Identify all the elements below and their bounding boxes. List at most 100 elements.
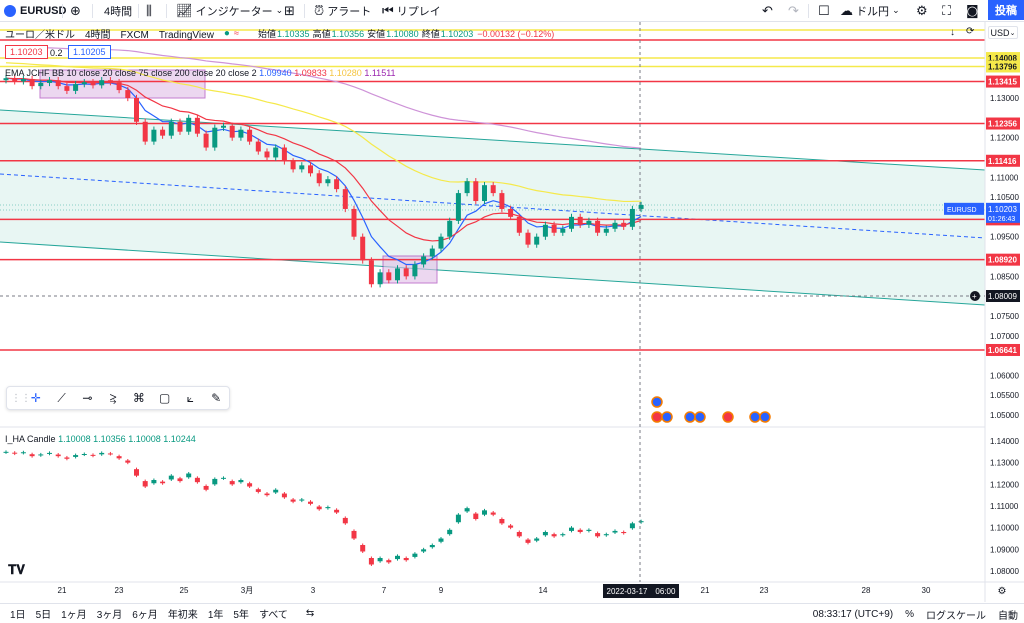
fullscreen-button[interactable]: ⛶ — [942, 0, 951, 22]
current-price-label: 1.10203 — [988, 205, 1017, 214]
alert-button[interactable]: ⏰︎ アラート — [314, 3, 372, 19]
replay-icon: ⏮︎ — [382, 3, 394, 19]
time-tick-label: 23 — [760, 586, 769, 595]
ha-candle-body — [212, 478, 218, 485]
candle-body — [621, 222, 627, 227]
add-alert-plus-icon: + — [972, 292, 977, 301]
horizontal-line-tool-icon[interactable]: ⊸ — [82, 391, 93, 405]
sub-price-tick-label: 1.13000 — [990, 459, 1019, 468]
event-flag-icon — [684, 411, 696, 423]
scroll-down-icon[interactable]: ↓ — [950, 27, 955, 38]
candle-body — [160, 129, 166, 136]
undo-button[interactable]: ↶ — [762, 0, 773, 22]
crosshair-tool-icon[interactable]: ✛ — [30, 391, 41, 405]
candle-body — [386, 272, 392, 281]
candle-body — [264, 151, 270, 158]
candle-body — [482, 185, 487, 202]
channel-mid-line — [0, 173, 986, 239]
refresh-icon[interactable]: ⟳ — [966, 26, 975, 37]
range-6m[interactable]: 6ヶ月 — [132, 610, 158, 621]
candle-body — [281, 147, 287, 162]
euro-flag-icon — [4, 5, 16, 17]
auto-scale-toggle[interactable]: 自動 — [998, 610, 1018, 622]
level-price-tag: 1.12356 — [988, 120, 1017, 129]
candle-body — [194, 117, 200, 134]
range-1m[interactable]: 1ヶ月 — [61, 610, 87, 621]
candle-body — [168, 121, 174, 136]
range-5d[interactable]: 5日 — [35, 610, 52, 621]
ha-candle-body — [438, 538, 444, 542]
ema-200-line — [5, 46, 642, 149]
layouts-button[interactable]: ⊞ — [284, 0, 295, 22]
ha-candle-body — [73, 455, 79, 457]
ha-candle-body — [116, 456, 122, 459]
post-button[interactable]: 投稿 — [988, 0, 1024, 20]
alarm-icon: ⏰︎ — [314, 3, 325, 19]
ha-candle-body — [447, 529, 453, 535]
countdown-label: 01:26:43 — [988, 216, 1015, 223]
ha-candle-body — [377, 558, 383, 562]
ha-candle-body — [125, 460, 131, 463]
settings-button[interactable]: ⚙︎ — [916, 0, 928, 22]
price-tick-label: 1.05500 — [990, 391, 1019, 400]
candle-body — [20, 78, 26, 82]
candle-body — [534, 236, 540, 245]
clock[interactable]: 08:33:17 (UTC+9) — [812, 608, 894, 620]
candle-body — [377, 272, 383, 285]
percent-toggle[interactable]: % — [905, 608, 914, 620]
range-3m[interactable]: 3ヶ月 — [96, 610, 123, 621]
range-1y[interactable]: 1年 — [207, 610, 224, 621]
interval-selector[interactable]: 4時間 — [104, 6, 133, 18]
eraser-tool-icon[interactable]: ✎ — [211, 391, 222, 405]
brush-tool-icon[interactable]: ⟀ — [186, 390, 194, 405]
fullscreen-icon: ⛶ — [942, 3, 952, 19]
replay-button[interactable]: ⏮︎ リプレイ — [382, 3, 441, 19]
log-scale-toggle[interactable]: ログスケール — [926, 610, 986, 622]
ask-price-box[interactable]: 1.10205 — [68, 45, 111, 59]
candle-body — [186, 117, 192, 132]
cloud-icon: ☁︎ — [840, 3, 853, 19]
ha-candle-body — [273, 489, 279, 493]
market-open-dot-icon: ● — [223, 27, 230, 39]
range-all[interactable]: すべて — [258, 610, 288, 621]
current-price-tag-bg — [986, 202, 1020, 223]
ha-candle-body — [473, 513, 479, 519]
candle-body — [508, 208, 514, 217]
ha-candle-body — [577, 529, 583, 532]
candle-type-button[interactable]: ⫼ — [146, 0, 152, 22]
ha-candle-body — [551, 534, 557, 537]
ha-candle-body — [99, 452, 105, 455]
ha-candle-body — [603, 534, 609, 536]
indicators-button[interactable]: 📈︎ インジケーター ⌄ — [176, 3, 284, 19]
candle-body — [612, 222, 618, 229]
pattern-tool-icon[interactable]: ⌘ — [132, 391, 145, 405]
candle-body — [221, 125, 226, 128]
currency-selector[interactable]: ☁︎ ドル円 ⌄ — [840, 3, 900, 19]
trendline-tool-icon[interactable]: ⟋ — [57, 390, 66, 405]
bid-price-box[interactable]: 1.10203 — [5, 45, 48, 59]
snapshot-button[interactable]: ◙ — [966, 0, 979, 22]
event-flag-icon — [694, 411, 706, 423]
rectangle-tool-icon[interactable]: ▢ — [158, 391, 171, 405]
goto-date-icon[interactable]: ⇆ — [305, 608, 315, 619]
candle-body — [273, 147, 279, 158]
layout-toggle-button[interactable]: ☐ — [818, 0, 830, 22]
drag-handle-icon[interactable]: ⋮⋮ — [11, 392, 31, 404]
range-5y[interactable]: 5年 — [233, 610, 249, 621]
symbol-search[interactable]: EURUSD — [4, 0, 66, 22]
level-price-tag-bg — [986, 253, 1020, 266]
ha-candle-body — [499, 519, 505, 524]
redo-button[interactable]: ↷ — [788, 0, 799, 22]
pitchfork-tool-icon[interactable]: ⥸ — [109, 390, 117, 405]
candle-body — [473, 181, 479, 202]
candle-body — [603, 228, 609, 233]
candle-body — [47, 80, 52, 83]
price-tick-label: 1.12000 — [990, 134, 1019, 143]
range-1d[interactable]: 1日 — [10, 610, 26, 621]
chart-area[interactable]: 1.13000 1.12000 1.11000 1.10500 1.10000 1.095… — [0, 22, 1024, 602]
range-ytd[interactable]: 年初来 — [167, 610, 198, 621]
price-chart[interactable]: 1.13000 1.12000 1.11000 1.10500 1.10000 1.095… — [0, 22, 1024, 602]
ha-candle-body — [247, 483, 253, 487]
compare-button[interactable]: ⊕ — [70, 0, 81, 22]
currency-unit-selector[interactable]: USD ⌄ — [988, 26, 1018, 39]
